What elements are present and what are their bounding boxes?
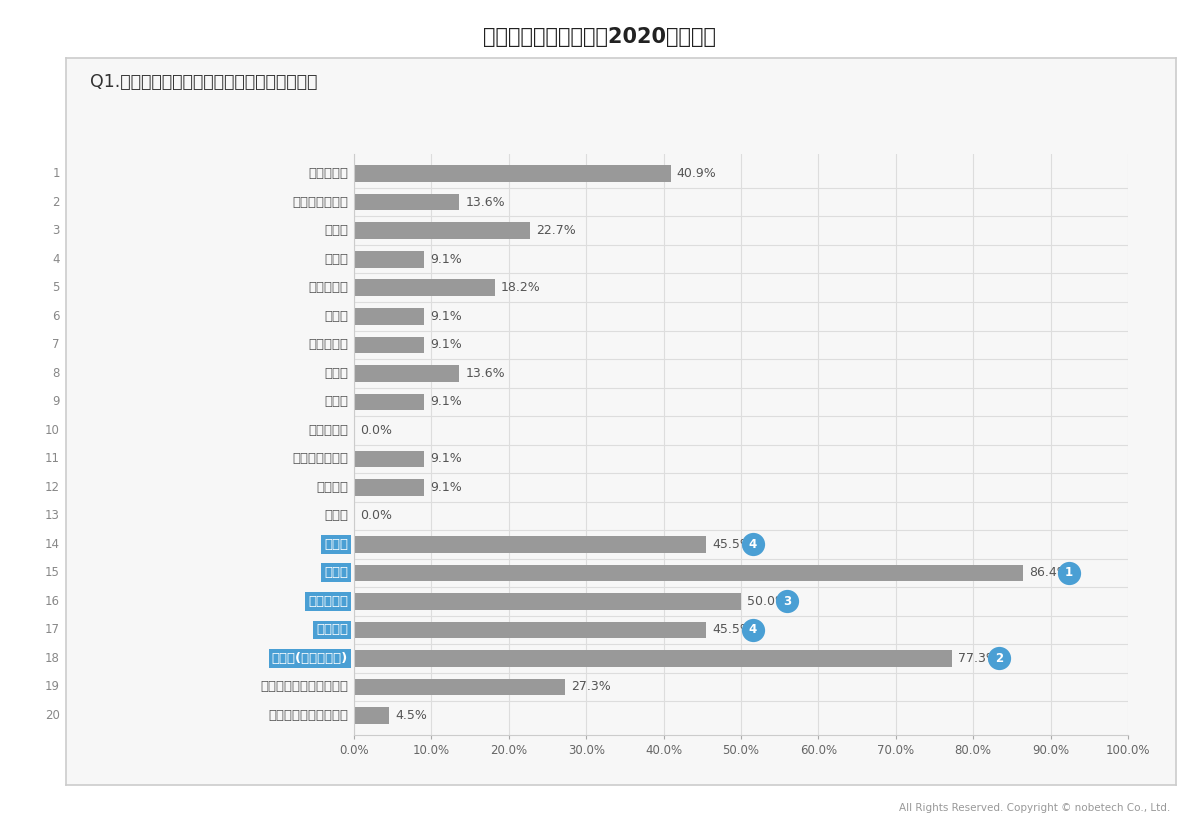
Text: 2: 2 xyxy=(995,652,1003,665)
Text: 達成意欲: 達成意欲 xyxy=(316,481,348,494)
Text: 計画力: 計画力 xyxy=(324,366,348,380)
Point xyxy=(1060,566,1079,579)
Text: 27.3%: 27.3% xyxy=(571,681,611,693)
Text: 状況把握力: 状況把握力 xyxy=(308,595,348,608)
Text: 4: 4 xyxy=(749,623,757,637)
Bar xyxy=(354,650,953,666)
Bar xyxy=(354,223,529,239)
Text: 20: 20 xyxy=(46,709,60,722)
Text: 9.1%: 9.1% xyxy=(431,253,462,266)
Text: チャレンジ意欲: チャレンジ意欲 xyxy=(292,452,348,465)
Bar xyxy=(354,308,425,325)
Text: 責任感: 責任感 xyxy=(324,224,348,237)
Bar xyxy=(354,251,425,268)
Text: 9.1%: 9.1% xyxy=(431,338,462,352)
Bar xyxy=(354,622,706,638)
Text: 3: 3 xyxy=(784,595,792,608)
Bar xyxy=(354,479,425,495)
Text: 22.7%: 22.7% xyxy=(536,224,576,237)
Text: 時間管理: 時間管理 xyxy=(316,623,348,637)
Point xyxy=(989,652,1008,665)
Text: 45.5%: 45.5% xyxy=(713,623,752,637)
Text: ストレスコントロール力: ストレスコントロール力 xyxy=(260,681,348,693)
Text: 19: 19 xyxy=(44,681,60,693)
Text: 45.5%: 45.5% xyxy=(713,538,752,551)
Text: 40.9%: 40.9% xyxy=(677,167,716,180)
Text: 9.1%: 9.1% xyxy=(431,396,462,408)
Bar xyxy=(354,394,425,410)
Text: 4: 4 xyxy=(749,538,757,551)
Text: 4.5%: 4.5% xyxy=(395,709,427,722)
Text: 7: 7 xyxy=(53,338,60,352)
Bar xyxy=(354,536,706,553)
Bar xyxy=(354,593,742,610)
Text: 6: 6 xyxy=(53,310,60,322)
Text: 14: 14 xyxy=(44,538,60,551)
Text: 17: 17 xyxy=(44,623,60,637)
Text: 9.1%: 9.1% xyxy=(431,452,462,465)
Text: 12: 12 xyxy=(44,481,60,494)
Text: ビジネスマナー: ビジネスマナー xyxy=(292,196,348,209)
Text: 8: 8 xyxy=(53,366,60,380)
Text: 創造力: 創造力 xyxy=(324,396,348,408)
Text: 77.3%: 77.3% xyxy=(959,652,998,665)
Text: 働きかけ力: 働きかけ力 xyxy=(308,281,348,294)
Bar xyxy=(354,337,425,353)
Bar xyxy=(354,279,494,296)
Text: 18.2%: 18.2% xyxy=(502,281,541,294)
Text: 新入社員の「強み」　2020年度結果: 新入社員の「強み」 2020年度結果 xyxy=(484,27,716,47)
Bar xyxy=(354,564,1022,581)
Text: 2: 2 xyxy=(53,196,60,209)
Bar xyxy=(354,707,389,724)
Text: 課題発見力: 課題発見力 xyxy=(308,338,348,352)
Text: 50.0%: 50.0% xyxy=(748,595,787,608)
Text: 13.6%: 13.6% xyxy=(466,366,505,380)
Text: 0.0%: 0.0% xyxy=(360,424,392,437)
Text: 5: 5 xyxy=(53,281,60,294)
Text: 18: 18 xyxy=(46,652,60,665)
Text: 11: 11 xyxy=(44,452,60,465)
Text: あてはまるものはない: あてはまるものはない xyxy=(268,709,348,722)
Text: 15: 15 xyxy=(46,567,60,579)
Text: 1: 1 xyxy=(53,167,60,180)
Text: 86.4%: 86.4% xyxy=(1028,567,1069,579)
Text: 9.1%: 9.1% xyxy=(431,310,462,322)
Text: 9.1%: 9.1% xyxy=(431,481,462,494)
Text: 3: 3 xyxy=(53,224,60,237)
Text: 規律性(ルール遵守): 規律性(ルール遵守) xyxy=(271,652,348,665)
Text: 16: 16 xyxy=(44,595,60,608)
Text: 4: 4 xyxy=(53,253,60,266)
Text: 社会人意識: 社会人意識 xyxy=(308,167,348,180)
Text: 主体性: 主体性 xyxy=(324,253,348,266)
Text: 10: 10 xyxy=(46,424,60,437)
Text: 発信力: 発信力 xyxy=(324,509,348,523)
Point xyxy=(743,623,762,637)
Text: 実行力: 実行力 xyxy=(324,310,348,322)
Text: 考え抜く力: 考え抜く力 xyxy=(308,424,348,437)
Text: 傾聴力: 傾聴力 xyxy=(324,538,348,551)
Text: 協調性: 協調性 xyxy=(324,567,348,579)
Bar xyxy=(354,679,565,696)
Text: 9: 9 xyxy=(53,396,60,408)
Text: 13.6%: 13.6% xyxy=(466,196,505,209)
Point xyxy=(778,595,797,608)
Text: Q1.新入社員の「強み」を５つ教えてください: Q1.新入社員の「強み」を５つ教えてください xyxy=(90,73,317,91)
Text: 13: 13 xyxy=(46,509,60,523)
Point xyxy=(743,538,762,551)
Text: 0.0%: 0.0% xyxy=(360,509,392,523)
Text: 1: 1 xyxy=(1066,567,1073,579)
Bar xyxy=(354,365,460,381)
Bar xyxy=(354,450,425,467)
Text: All Rights Reserved. Copyright © nobetech Co., Ltd.: All Rights Reserved. Copyright © nobetec… xyxy=(899,803,1170,813)
Bar xyxy=(354,194,460,210)
Bar xyxy=(354,165,671,182)
